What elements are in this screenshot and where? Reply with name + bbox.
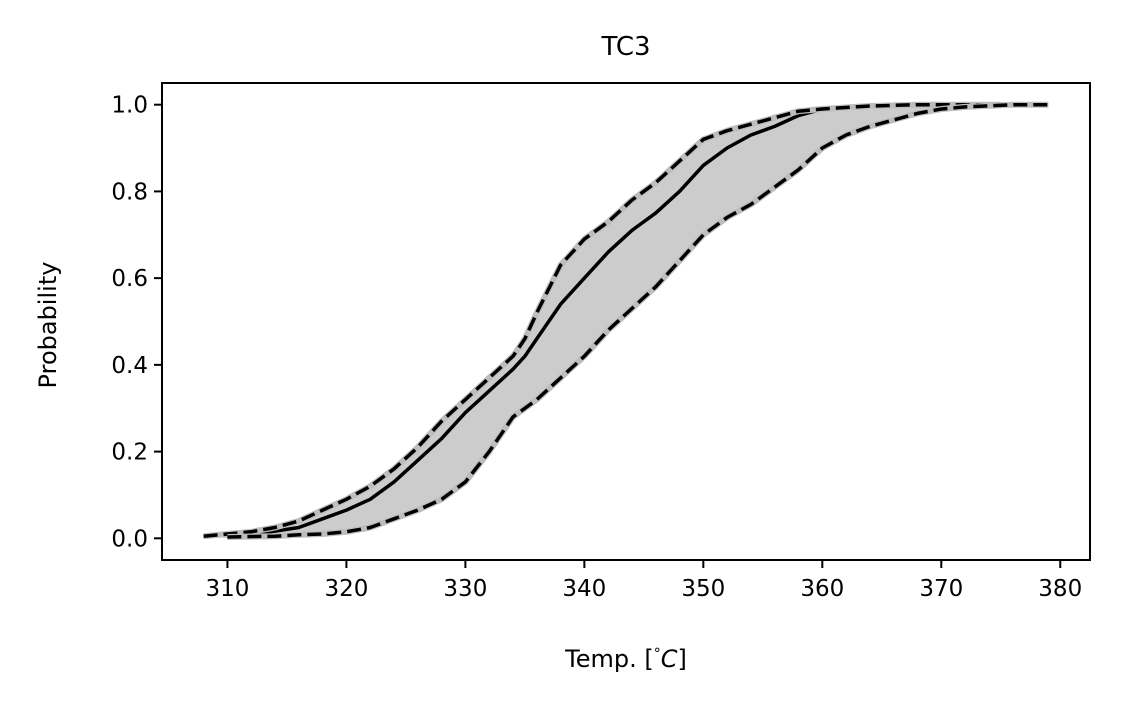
y-tick-label: 0.2 xyxy=(111,440,148,466)
x-tick-label: 360 xyxy=(800,576,844,602)
x-tick-label: 380 xyxy=(1038,576,1082,602)
x-tick-label: 320 xyxy=(324,576,368,602)
x-axis-ticks: 310 320 330 340 350 360 370 380 xyxy=(205,560,1082,602)
x-axis-label: Temp. [°C] xyxy=(564,645,687,673)
chart-title: TC3 xyxy=(600,32,650,62)
x-tick-label: 330 xyxy=(443,576,487,602)
upper-bound-line xyxy=(203,102,1001,538)
y-tick-label: 1.0 xyxy=(111,93,148,119)
y-axis-ticks: 0.0 0.2 0.4 0.6 0.8 1.0 xyxy=(111,93,162,552)
x-tick-label: 370 xyxy=(919,576,963,602)
y-tick-label: 0.6 xyxy=(111,266,148,292)
x-tick-label: 340 xyxy=(562,576,606,602)
y-tick-label: 0.0 xyxy=(111,526,148,552)
center-cdf-line xyxy=(203,102,1001,538)
plot-frame xyxy=(161,82,1091,561)
y-tick-label: 0.4 xyxy=(111,353,148,379)
y-tick-label: 0.8 xyxy=(111,179,148,205)
y-axis-label: Probability xyxy=(34,262,62,389)
x-tick-label: 310 xyxy=(205,576,249,602)
x-tick-label: 350 xyxy=(681,576,725,602)
series-layer xyxy=(203,101,1049,540)
lower-bound-line xyxy=(227,102,1049,539)
